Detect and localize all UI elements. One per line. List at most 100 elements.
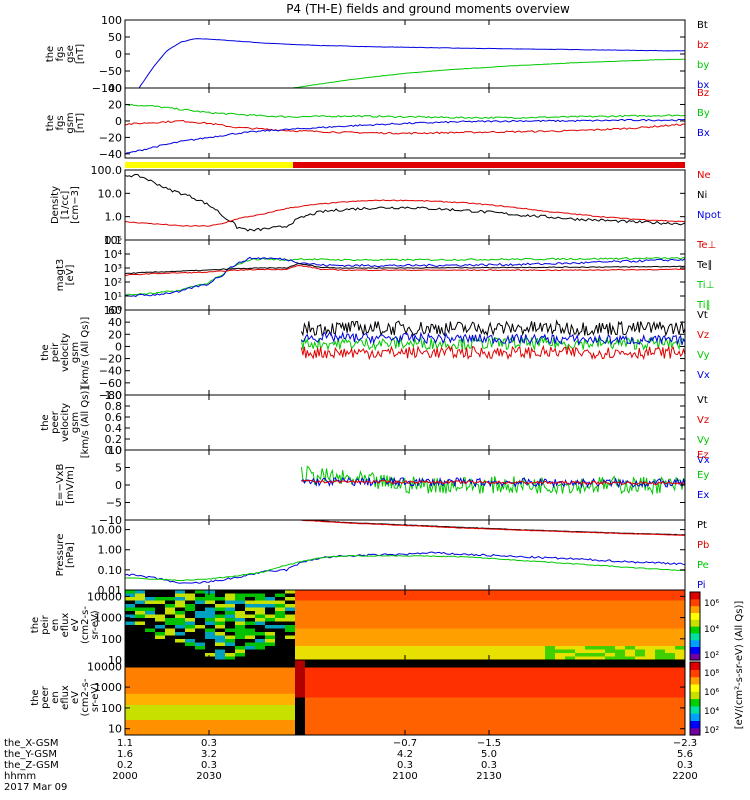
spectrogram-cell — [175, 653, 186, 658]
spectrogram-cell — [675, 693, 685, 699]
x-row-value: 3.2 — [201, 749, 217, 760]
spectrogram-cell — [535, 686, 546, 691]
spectrogram-cell — [165, 607, 176, 612]
spectrogram-cell — [515, 731, 526, 735]
spectrogram-cell — [545, 720, 556, 725]
spectrogram-cell — [285, 690, 296, 695]
spectrogram-cell — [275, 593, 286, 598]
spectrogram-cell — [525, 667, 536, 672]
spectrogram-cell — [545, 635, 556, 640]
y-tick-label: 100 — [101, 633, 122, 646]
legend-entry: Ti⊥ — [696, 280, 714, 291]
y-tick-label: 10 — [108, 723, 122, 736]
spectrogram-cell — [255, 693, 266, 699]
spectrogram-cell — [225, 632, 236, 637]
spectrogram-cell — [205, 593, 216, 598]
spectrogram-cell — [595, 590, 606, 595]
spectrogram-cell — [585, 723, 596, 729]
spectrogram-cell — [675, 712, 685, 717]
spectrogram-cell — [425, 649, 436, 654]
spectrogram-cell — [445, 660, 456, 665]
spectrogram-cell — [145, 675, 156, 680]
y-axis-label: magt3 — [55, 259, 66, 292]
spectrogram-cell — [665, 712, 676, 717]
spectrogram-cell — [645, 656, 656, 660]
spectrogram-cell — [495, 701, 506, 706]
spectrogram-cell — [385, 697, 396, 702]
spectrogram-cell — [235, 660, 246, 665]
spectrogram-cell — [485, 593, 496, 598]
spectrogram-cell — [235, 618, 246, 623]
spectrogram-cell — [125, 607, 136, 612]
spectrogram-cell — [135, 621, 146, 626]
spectrogram-cell — [365, 720, 376, 725]
spectrogram-cell — [665, 716, 676, 721]
spectrogram-cell — [565, 667, 576, 672]
spectrogram-cell — [595, 690, 606, 695]
spectrogram-cell — [205, 720, 216, 725]
spectrogram-cell — [415, 690, 426, 695]
spectrogram-cell — [315, 618, 326, 623]
spectrogram-cell — [505, 731, 516, 735]
spectrogram-cell — [205, 690, 216, 695]
spectrogram-cell — [565, 639, 576, 644]
spectrogram-cell — [405, 727, 416, 732]
spectrogram-cell — [325, 621, 336, 626]
spectrogram-cell — [395, 716, 406, 721]
spectrogram-cell — [475, 697, 486, 702]
spectrogram-cell — [275, 682, 286, 687]
spectrogram-cell — [235, 625, 246, 630]
spectrogram-cell — [635, 607, 646, 612]
spectrogram-cell — [525, 649, 536, 654]
spectrogram-cell — [555, 723, 566, 729]
spectrogram-cell — [575, 632, 586, 637]
spectrogram-cell — [335, 646, 346, 651]
spectrogram-cell — [405, 675, 416, 680]
spectrogram-cell — [665, 675, 676, 680]
spectrogram-cell — [315, 604, 326, 609]
spectrogram-cell — [265, 693, 276, 699]
spectrogram-cell — [485, 635, 496, 640]
spectrogram-cell — [555, 597, 566, 602]
spectrogram-cell — [495, 693, 506, 699]
spectrogram-cell — [175, 635, 186, 640]
spectrogram-cell — [415, 597, 426, 602]
spectrogram-cell — [335, 590, 346, 595]
spectrogram-cell — [415, 635, 426, 640]
spectrogram-cell — [325, 635, 336, 640]
spectrogram-cell — [385, 678, 396, 684]
spectrogram-cell — [215, 597, 226, 602]
spectrogram-cell — [275, 625, 286, 630]
spectrogram-cell — [295, 705, 306, 710]
spectrogram-cell — [375, 678, 386, 684]
spectrogram-cell — [645, 708, 656, 714]
spectrogram-cell — [535, 712, 546, 717]
spectrogram-cell — [395, 646, 406, 651]
spectrogram-cell — [365, 682, 376, 687]
legend-entry: Vt — [697, 310, 708, 321]
spectrogram-cell — [545, 600, 556, 605]
spectrogram-cell — [675, 671, 685, 676]
spectrogram-cell — [295, 675, 306, 680]
spectrogram-cell — [135, 618, 146, 623]
spectrogram-cell — [245, 600, 256, 605]
spectrogram-cell — [645, 621, 656, 626]
spectrogram-cell — [435, 720, 446, 725]
spectrogram-cell — [375, 600, 386, 605]
y-tick-label: 10¹ — [104, 290, 122, 303]
spectrogram-cell — [505, 678, 516, 684]
spectrogram-cell — [245, 678, 256, 684]
spectrogram-cell — [605, 678, 616, 684]
spectrogram-cell — [325, 607, 336, 612]
spectrogram-cell — [675, 597, 685, 602]
spectrogram-cell — [345, 625, 356, 630]
spectrogram-cell — [545, 682, 556, 687]
spectrogram-cell — [575, 693, 586, 699]
spectrogram-cell — [245, 712, 256, 717]
spectrogram-cell — [435, 628, 446, 633]
spectrogram-cell — [465, 675, 476, 680]
colorbar-electron-tick-label: 10⁶ — [704, 688, 719, 698]
spectrogram-cell — [135, 667, 146, 672]
spectrogram-cell — [135, 723, 146, 729]
spectrogram-cell — [585, 611, 596, 616]
